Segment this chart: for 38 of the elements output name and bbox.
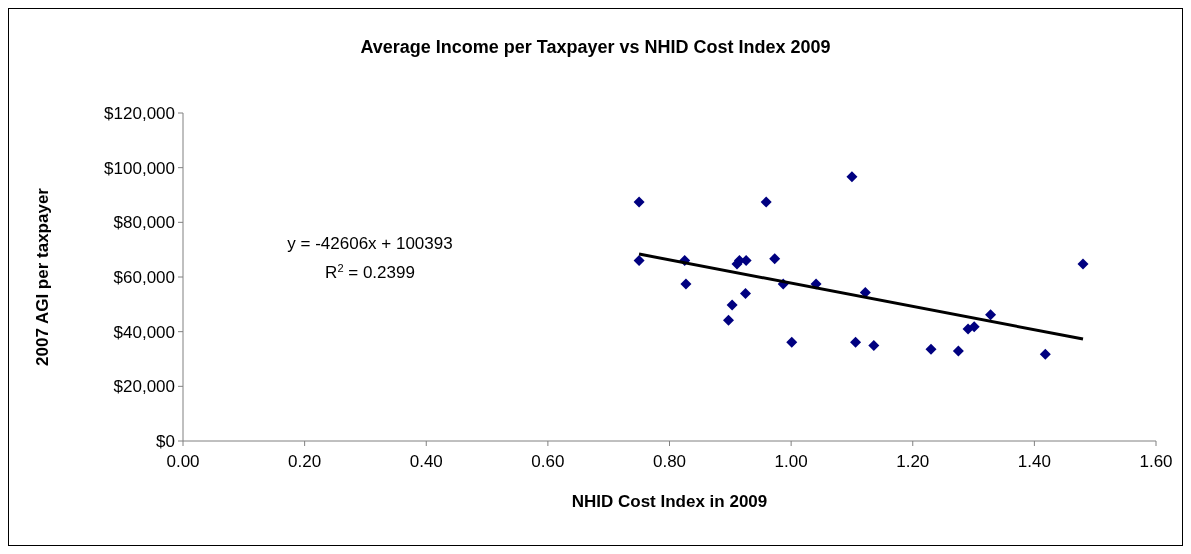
y-tick-label: $60,000 [113,267,175,287]
point [633,255,645,267]
x-tick-label: 0.80 [652,452,687,471]
annotation: y = -42606x + 100393 [287,234,453,253]
point [680,278,692,290]
x-tick-label: 0.00 [166,452,200,471]
point [769,253,781,265]
point [985,309,997,321]
y-axis-title: 2007 AGI per taxpayer [33,187,52,366]
point [740,287,752,299]
x-tick-label: 1.60 [1139,452,1173,471]
point [1077,258,1089,270]
x-tick-label: 0.60 [531,452,565,471]
chart-title: Average Income per Taxpayer vs NHID Cost Index 2009 [360,37,831,57]
point [722,314,734,326]
x-axis-title: NHID Cost Index in 2009 [571,492,768,511]
x-tick-label: 0.20 [288,452,322,471]
x-tick-label: 0.40 [409,452,443,471]
x-tick-label: 1.00 [774,452,808,471]
y-tick-label: $40,000 [113,322,175,342]
point [760,196,772,208]
point [952,345,964,357]
y-tick-label: $80,000 [113,213,175,233]
point [1039,348,1051,360]
point [868,340,880,352]
annotation: R$^{2}$ = 0.2399 [325,262,415,282]
point [786,336,798,348]
point [846,171,858,183]
y-tick-label: $100,000 [104,158,175,178]
point [726,299,738,311]
point [633,196,645,208]
y-tick-label: $20,000 [113,377,175,397]
point [925,343,937,355]
y-tick-label: $120,000 [104,103,175,123]
x-tick-label: 1.20 [896,452,930,471]
point [850,336,862,348]
y-tick-label: $0 [156,431,175,451]
x-tick-label: 1.40 [1017,452,1051,471]
